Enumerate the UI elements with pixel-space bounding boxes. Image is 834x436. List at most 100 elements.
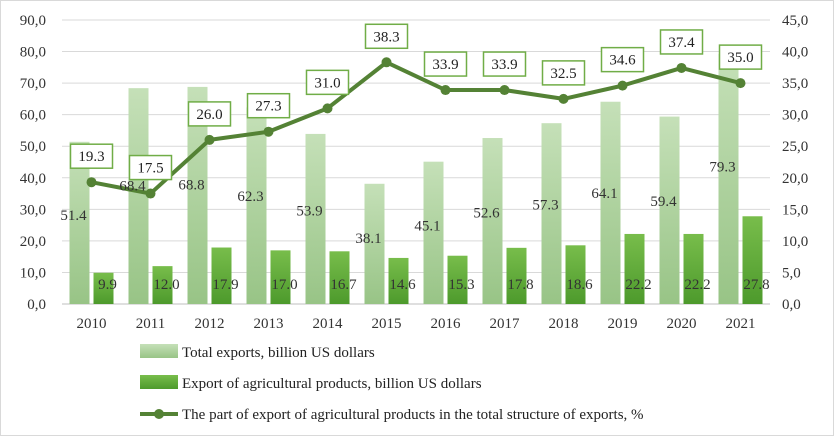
x-tick-label: 2021 [726, 316, 756, 332]
share-data-label: 19.3 [78, 149, 104, 165]
total-exports-bar [600, 101, 621, 305]
total-exports-data-label: 68.4 [119, 178, 146, 194]
y-right-tick-label: 35,0 [782, 76, 808, 92]
y-right-tick-label: 25,0 [782, 139, 808, 155]
share-line [91, 60, 741, 196]
y-left-tick-label: 80,0 [20, 45, 46, 61]
y-right-tick-label: 20,0 [782, 171, 808, 187]
total-exports-bar [423, 161, 444, 304]
total-exports-data-label: 51.4 [60, 208, 87, 224]
share-point [322, 103, 333, 114]
y-left-tick-label: 70,0 [20, 76, 46, 92]
y-left-tick-label: 30,0 [20, 202, 46, 218]
share-data-label: 31.0 [314, 75, 340, 91]
y-right-tick-label: 30,0 [782, 108, 808, 124]
share-point [381, 57, 392, 68]
share-point [86, 177, 97, 188]
y-right-tick-label: 40,0 [782, 45, 808, 61]
x-tick-label: 2017 [490, 316, 521, 332]
share-data-label: 33.9 [432, 57, 458, 73]
agri-exports-bar [211, 247, 232, 304]
x-tick-label: 2019 [608, 316, 638, 332]
total-exports-data-label: 64.1 [591, 186, 617, 202]
legend-label-total: Total exports, billion US dollars [182, 345, 375, 361]
total-exports-bar [659, 116, 680, 304]
legend-label-agri: Export of agricultural products, billion… [182, 376, 482, 392]
total-exports-data-label: 57.3 [532, 198, 558, 214]
agri-exports-bar [683, 233, 704, 304]
share-point [440, 85, 451, 96]
share-label-box [69, 143, 114, 169]
total-exports-data-label: 62.3 [237, 189, 263, 205]
share-label-box [423, 51, 468, 77]
share-label-box [600, 46, 645, 73]
agri-exports-bar [565, 245, 586, 304]
legend-swatch-total [140, 344, 178, 358]
y-right-tick-label: 5,0 [782, 265, 801, 281]
share-label-box [246, 92, 291, 119]
agri-exports-data-label: 14.6 [389, 277, 416, 293]
y-right-tick-label: 45,0 [782, 13, 808, 29]
share-label-box [482, 51, 527, 77]
y-left-tick-label: 0,0 [27, 297, 46, 313]
share-point [617, 80, 628, 91]
legend-swatch-agri [140, 375, 178, 389]
share-data-label: 37.4 [668, 35, 695, 51]
agri-exports-bar [93, 272, 114, 304]
legend-marker-share [154, 409, 164, 419]
agri-exports-data-label: 9.9 [98, 277, 117, 293]
y-left-tick-label: 10,0 [20, 265, 46, 281]
x-tick-label: 2014 [313, 316, 344, 332]
y-left-tick-label: 60,0 [20, 108, 46, 124]
share-data-label: 26.0 [196, 107, 222, 123]
x-tick-label: 2015 [372, 316, 402, 332]
total-exports-bar [187, 86, 208, 304]
agri-exports-bar [329, 251, 350, 304]
agri-exports-data-label: 22.2 [684, 277, 710, 293]
total-exports-data-label: 53.9 [296, 203, 322, 219]
legend-label-share: The part of export of agricultural produ… [182, 407, 644, 423]
total-exports-bar [128, 88, 149, 304]
agri-exports-bar [624, 233, 645, 304]
share-data-label: 27.3 [255, 99, 281, 115]
share-point [204, 134, 215, 145]
agri-exports-data-label: 15.3 [448, 277, 474, 293]
agri-exports-data-label: 27.8 [743, 277, 769, 293]
share-data-label: 38.3 [373, 29, 399, 45]
total-exports-data-label: 79.3 [709, 159, 735, 175]
share-label-box [718, 44, 763, 70]
share-label-box [128, 154, 173, 181]
total-exports-bar [305, 133, 326, 304]
y-right-tick-label: 10,0 [782, 234, 808, 250]
total-exports-bar [246, 107, 267, 304]
share-data-label: 35.0 [727, 50, 753, 66]
share-label-box [364, 23, 409, 50]
agri-exports-bar [152, 266, 173, 304]
total-exports-data-label: 68.8 [178, 178, 204, 194]
x-tick-label: 2020 [667, 316, 697, 332]
share-data-label: 33.9 [491, 57, 517, 73]
total-exports-bar [69, 141, 90, 304]
total-exports-bar [718, 53, 739, 304]
share-point [499, 85, 510, 96]
y-left-tick-label: 40,0 [20, 171, 46, 187]
x-tick-label: 2016 [431, 316, 462, 332]
agri-exports-bar [447, 255, 468, 304]
y-right-tick-label: 0,0 [782, 297, 801, 313]
agri-exports-bar [388, 257, 409, 304]
agri-exports-bar [270, 250, 291, 304]
agri-exports-data-label: 18.6 [566, 277, 593, 293]
agri-exports-bar [506, 247, 527, 304]
agri-exports-data-label: 17.0 [271, 277, 297, 293]
share-label-box [659, 29, 704, 55]
x-tick-label: 2010 [77, 316, 107, 332]
y-right-tick-label: 15,0 [782, 202, 808, 218]
agri-exports-bar [742, 216, 763, 304]
total-exports-data-label: 45.1 [414, 219, 440, 235]
share-label-box [187, 101, 232, 127]
y-left-tick-label: 50,0 [20, 139, 46, 155]
share-point [145, 188, 156, 199]
total-exports-data-label: 52.6 [473, 206, 500, 222]
total-exports-data-label: 59.4 [650, 194, 677, 210]
share-label-box [541, 60, 586, 86]
